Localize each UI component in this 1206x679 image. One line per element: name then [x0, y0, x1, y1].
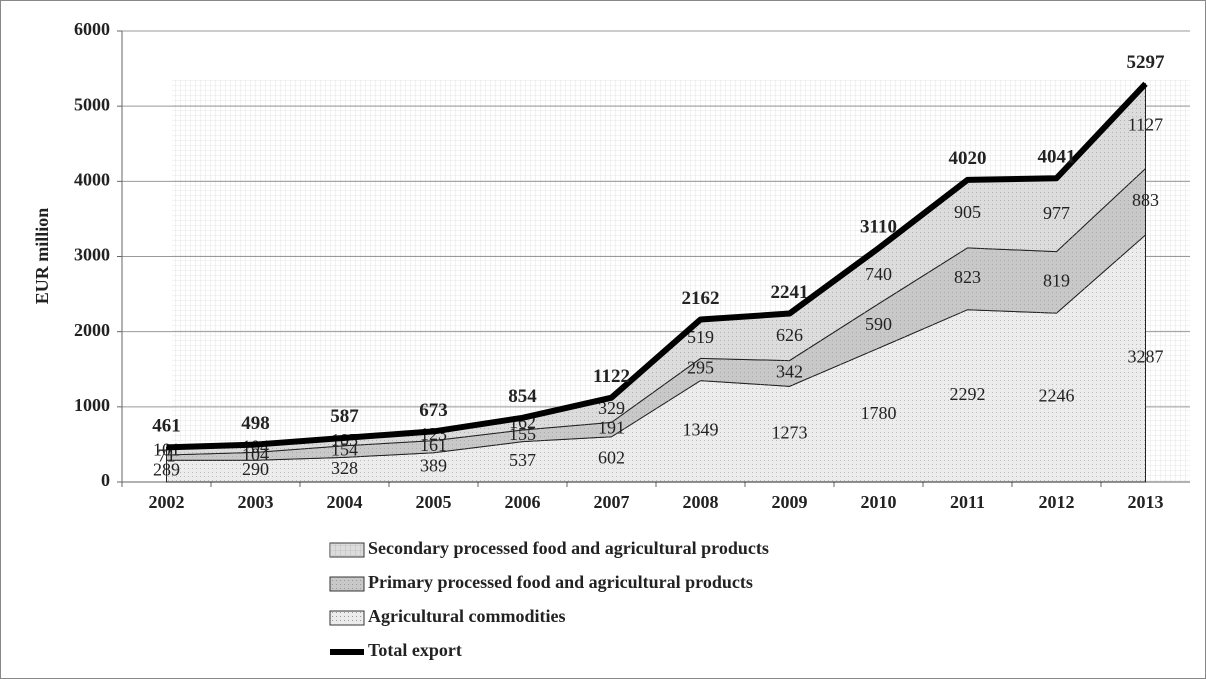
total-label: 498: [241, 413, 270, 434]
total-label: 461: [152, 416, 181, 437]
legend-texture: [330, 611, 364, 625]
data-label: 191: [598, 418, 625, 438]
data-label: 1780: [861, 403, 897, 423]
total-label: 4020: [949, 148, 987, 169]
x-tick-label: 2003: [238, 492, 274, 512]
total-label: 673: [419, 400, 448, 421]
data-label: 290: [242, 459, 269, 479]
x-tick-label: 2004: [327, 492, 363, 512]
y-tick-label: 3000: [74, 245, 110, 265]
legend-label: Total export: [368, 640, 462, 660]
legend-label: Agricultural commodities: [368, 606, 565, 626]
x-tick-label: 2013: [1128, 492, 1164, 512]
total-label: 2241: [771, 282, 809, 303]
y-tick-label: 1000: [74, 395, 110, 415]
total-label: 587: [330, 406, 359, 427]
total-label: 3110: [860, 217, 897, 238]
total-label: 2162: [682, 288, 720, 309]
legend-texture: [330, 543, 364, 557]
area-texture: [166, 168, 1146, 461]
x-tick-label: 2009: [772, 492, 808, 512]
data-label: 1349: [683, 419, 719, 439]
data-label: 883: [1132, 190, 1159, 210]
y-tick-label: 6000: [74, 19, 110, 39]
data-label: 977: [1043, 203, 1070, 223]
data-label: 389: [420, 456, 447, 476]
data-label: 2292: [950, 384, 986, 404]
x-tick-label: 2010: [861, 492, 897, 512]
data-label: 819: [1043, 271, 1070, 291]
line: [166, 81, 1148, 451]
data-label: 295: [687, 358, 714, 378]
legend-texture: [330, 577, 364, 591]
data-label: 71: [158, 446, 176, 466]
y-tick-label: 4000: [74, 169, 110, 189]
data-label: 2246: [1039, 386, 1075, 406]
data-label: 905: [954, 202, 981, 222]
total-label: 854: [508, 386, 537, 407]
x-tick-label: 2007: [594, 492, 630, 512]
x-tick-label: 2012: [1039, 492, 1075, 512]
data-label: 328: [331, 458, 358, 478]
y-tick-label: 5000: [74, 94, 110, 114]
x-tick-label: 2011: [950, 492, 985, 512]
y-tick-label: 2000: [74, 320, 110, 340]
data-label: 740: [865, 264, 892, 284]
legend-label: Secondary processed food and agricultura…: [368, 538, 769, 558]
area-texture: [166, 83, 1146, 455]
total-label: 1122: [593, 366, 630, 387]
data-label: 1127: [1128, 114, 1163, 134]
x-tick-label: 2006: [505, 492, 541, 512]
data-label: 537: [509, 450, 536, 470]
data-label: 519: [687, 327, 714, 347]
data-label: 626: [776, 325, 803, 345]
data-label: 823: [954, 267, 981, 287]
data-label: 1273: [772, 422, 808, 442]
data-label: 3287: [1128, 347, 1164, 367]
total-label: 5297: [1127, 52, 1166, 73]
data-label: 590: [865, 314, 892, 334]
total-label: 4041: [1038, 147, 1076, 168]
area-texture: [166, 234, 1146, 482]
data-label: 104: [242, 444, 269, 464]
data-label: 161: [420, 435, 447, 455]
data-label: 155: [509, 424, 536, 444]
x-tick-label: 2002: [149, 492, 185, 512]
legend-label: Primary processed food and agricultural …: [368, 572, 753, 592]
x-tick-label: 2005: [416, 492, 452, 512]
data-label: 329: [598, 398, 625, 418]
data-label: 342: [776, 362, 803, 382]
y-axis-label: EUR million: [32, 208, 52, 305]
data-label: 602: [598, 447, 625, 467]
y-tick-label: 0: [101, 470, 110, 490]
x-tick-label: 2008: [683, 492, 719, 512]
data-label: 154: [331, 440, 358, 460]
data-label: 289: [153, 459, 180, 479]
